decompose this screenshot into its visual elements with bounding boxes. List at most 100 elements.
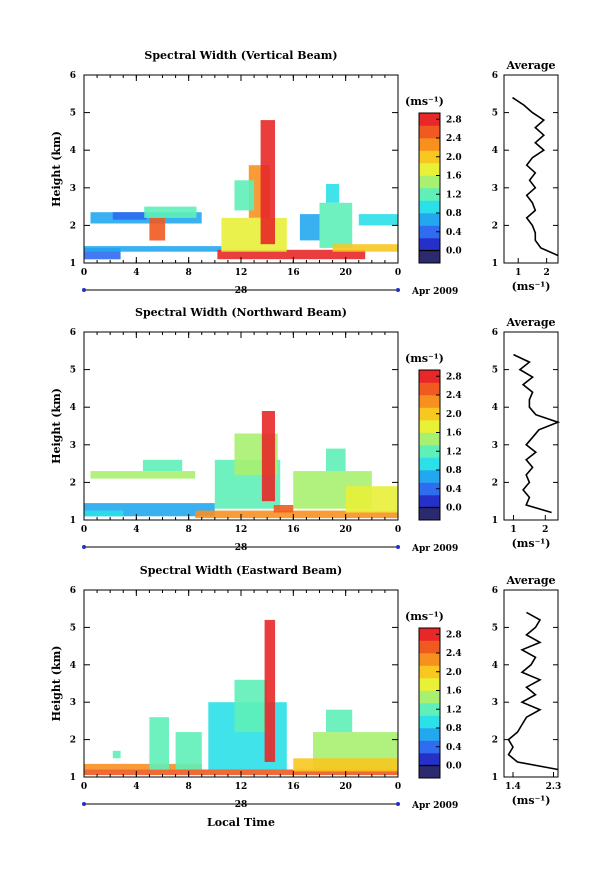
heatmap-cell	[112, 750, 121, 759]
panel-title: Spectral Width (Northward Beam)	[135, 306, 347, 319]
y-tick-label: 1	[70, 773, 76, 783]
heatmap-cell	[332, 244, 398, 252]
day-label: 28	[235, 800, 248, 810]
heatmap-cell	[175, 732, 202, 770]
heatmap-cell	[144, 206, 197, 218]
colorbar-swatch	[419, 482, 440, 496]
colorbar-swatch	[419, 715, 440, 729]
heatmap-cell	[112, 212, 147, 220]
heatmap-cell	[84, 246, 222, 252]
day-marker	[396, 802, 400, 806]
heatmap-cell	[149, 717, 169, 770]
heatmap-cell	[90, 471, 196, 479]
colorbar-swatch	[419, 457, 440, 471]
colorbar-tick-label: 1.2	[446, 190, 462, 200]
colorbar-swatch	[419, 765, 440, 779]
colorbar-tick-label: 0.0	[446, 504, 462, 514]
y-tick-label: 2	[70, 478, 76, 488]
x-tick-label: 8	[186, 782, 192, 792]
colorbar-swatch	[419, 138, 440, 151]
colorbar-swatch	[419, 495, 440, 508]
heatmap-cell	[261, 411, 275, 502]
colorbar-swatch	[419, 753, 440, 766]
colorbar-swatch	[419, 507, 440, 521]
colorbar-tick-label: 1.6	[446, 429, 462, 439]
colorbar-swatch	[419, 200, 440, 214]
colorbar-tick-label: 2.0	[446, 153, 462, 163]
colorbar-frame	[418, 369, 441, 521]
average-y-tick-label: 1	[492, 516, 498, 526]
heatmap-cell	[234, 180, 255, 211]
y-tick-label: 3	[70, 184, 76, 194]
y-tick-label: 4	[70, 661, 76, 671]
heatmap-cell	[319, 202, 353, 248]
heatmap-cell	[84, 763, 202, 770]
heatmap-cell	[326, 448, 346, 472]
colorbar-tick-label: 0.8	[446, 724, 462, 734]
colorbar-tick-label: 2.0	[446, 410, 462, 420]
average-frame	[503, 589, 559, 778]
heatmap-cell	[264, 619, 276, 762]
panel-title: Spectral Width (Vertical Beam)	[144, 49, 337, 62]
colorbar-frame	[418, 112, 441, 264]
x-tick-label: 0	[395, 525, 401, 535]
x-tick-label: 0	[81, 782, 87, 792]
heatmap-cell	[358, 214, 399, 226]
x-tick-label: 8	[186, 525, 192, 535]
colorbar-tick-label: 2.4	[446, 391, 462, 401]
colorbar-swatch	[419, 640, 440, 654]
colorbar-swatch	[419, 370, 440, 383]
average-y-tick-label: 1	[492, 259, 498, 269]
colorbar-swatch	[419, 250, 440, 264]
y-tick-label: 1	[70, 516, 76, 526]
heatmap-cell	[260, 120, 275, 245]
colorbar-tick-label: 1.6	[446, 687, 462, 697]
colorbar-tick-label: 0.0	[446, 247, 462, 257]
average-y-tick-label: 1	[492, 773, 498, 783]
colorbar-swatch	[419, 150, 440, 164]
average-x-tick-label: 1	[510, 525, 516, 535]
x-tick-label: 12	[235, 782, 248, 792]
average-frame	[503, 74, 559, 264]
y-tick-label: 3	[70, 698, 76, 708]
day-marker	[396, 288, 400, 292]
y-axis-label: Height (km)	[50, 646, 63, 722]
x-tick-label: 0	[81, 525, 87, 535]
colorbar-tick-label: 0.4	[446, 228, 462, 238]
heatmap-cell	[273, 505, 294, 513]
day-marker	[82, 288, 86, 292]
average-y-tick-label: 5	[492, 623, 498, 633]
average-y-tick-label: 5	[492, 366, 498, 376]
day-marker	[82, 545, 86, 549]
y-tick-label: 1	[70, 259, 76, 269]
average-y-tick-label: 4	[492, 146, 498, 156]
heatmap-cell	[84, 248, 121, 260]
colorbar-swatch	[419, 420, 440, 433]
heatmap-cell	[234, 679, 268, 733]
average-profile-line	[512, 96, 559, 257]
average-y-tick-label: 2	[492, 221, 498, 231]
average-y-tick-label: 3	[492, 441, 498, 451]
colorbar-tick-label: 2.4	[446, 134, 462, 144]
day-label: 28	[235, 286, 248, 296]
average-profile-line	[513, 353, 561, 514]
heatmap-cell	[293, 758, 398, 772]
average-y-tick-label: 4	[492, 661, 498, 671]
colorbar-tick-label: 0.4	[446, 743, 462, 753]
x-tick-label: 20	[339, 782, 352, 792]
colorbar-tick-label: 0.0	[446, 762, 462, 772]
colorbar-swatch	[419, 125, 440, 139]
x-tick-label: 12	[235, 268, 248, 278]
x-tick-label: 0	[81, 268, 87, 278]
colorbar-unit: (ms⁻¹)	[405, 352, 444, 365]
x-tick-label: 12	[235, 525, 248, 535]
x-tick-label: 4	[133, 268, 139, 278]
colorbar-swatch	[419, 470, 440, 483]
average-x-tick-label: 2	[543, 268, 549, 278]
colorbar-tick-label: 1.2	[446, 447, 462, 457]
colorbar-swatch	[419, 432, 440, 446]
y-axis-label: Height (km)	[50, 388, 63, 464]
colorbar-swatch	[419, 628, 440, 641]
colorbar-frame	[418, 627, 441, 779]
